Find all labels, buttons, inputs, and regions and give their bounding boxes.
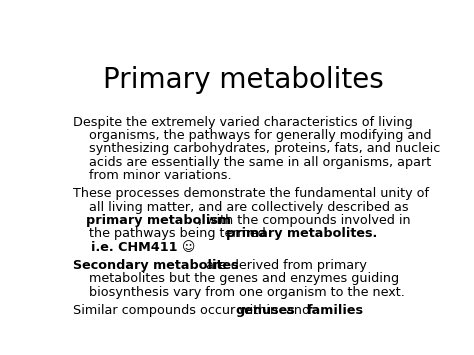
Text: , with the compounds involved in: , with the compounds involved in: [198, 214, 410, 227]
Text: the pathways being termed: the pathways being termed: [73, 227, 270, 240]
Text: from minor variations.: from minor variations.: [73, 169, 232, 182]
Text: i.e. CHM411 ☺: i.e. CHM411 ☺: [73, 241, 195, 253]
Text: primary metabolites.: primary metabolites.: [226, 227, 377, 240]
Text: genuses: genuses: [235, 304, 295, 317]
Text: biosynthesis vary from one organism to the next.: biosynthesis vary from one organism to t…: [73, 286, 405, 299]
Text: Despite the extremely varied characteristics of living: Despite the extremely varied characteris…: [73, 116, 413, 129]
Text: families: families: [307, 304, 364, 317]
Text: Primary metabolites: Primary metabolites: [102, 66, 383, 94]
Text: primary metabolism: primary metabolism: [86, 214, 230, 227]
Text: These processes demonstrate the fundamental unity of: These processes demonstrate the fundamen…: [73, 187, 429, 201]
Text: all living matter, and are collectively described as: all living matter, and are collectively …: [73, 201, 409, 214]
Text: Similar compounds occur within: Similar compounds occur within: [73, 304, 283, 317]
Text: metabolites but the genes and enzymes guiding: metabolites but the genes and enzymes gu…: [73, 273, 399, 285]
Text: are derived from primary: are derived from primary: [201, 259, 366, 272]
Text: and: and: [282, 304, 314, 317]
Text: organisms, the pathways for generally modifying and: organisms, the pathways for generally mo…: [73, 129, 432, 142]
Text: acids are essentially the same in all organisms, apart: acids are essentially the same in all or…: [73, 155, 431, 169]
Text: synthesizing carbohydrates, proteins, fats, and nucleic: synthesizing carbohydrates, proteins, fa…: [73, 142, 440, 155]
Text: Secondary metabolites: Secondary metabolites: [73, 259, 239, 272]
